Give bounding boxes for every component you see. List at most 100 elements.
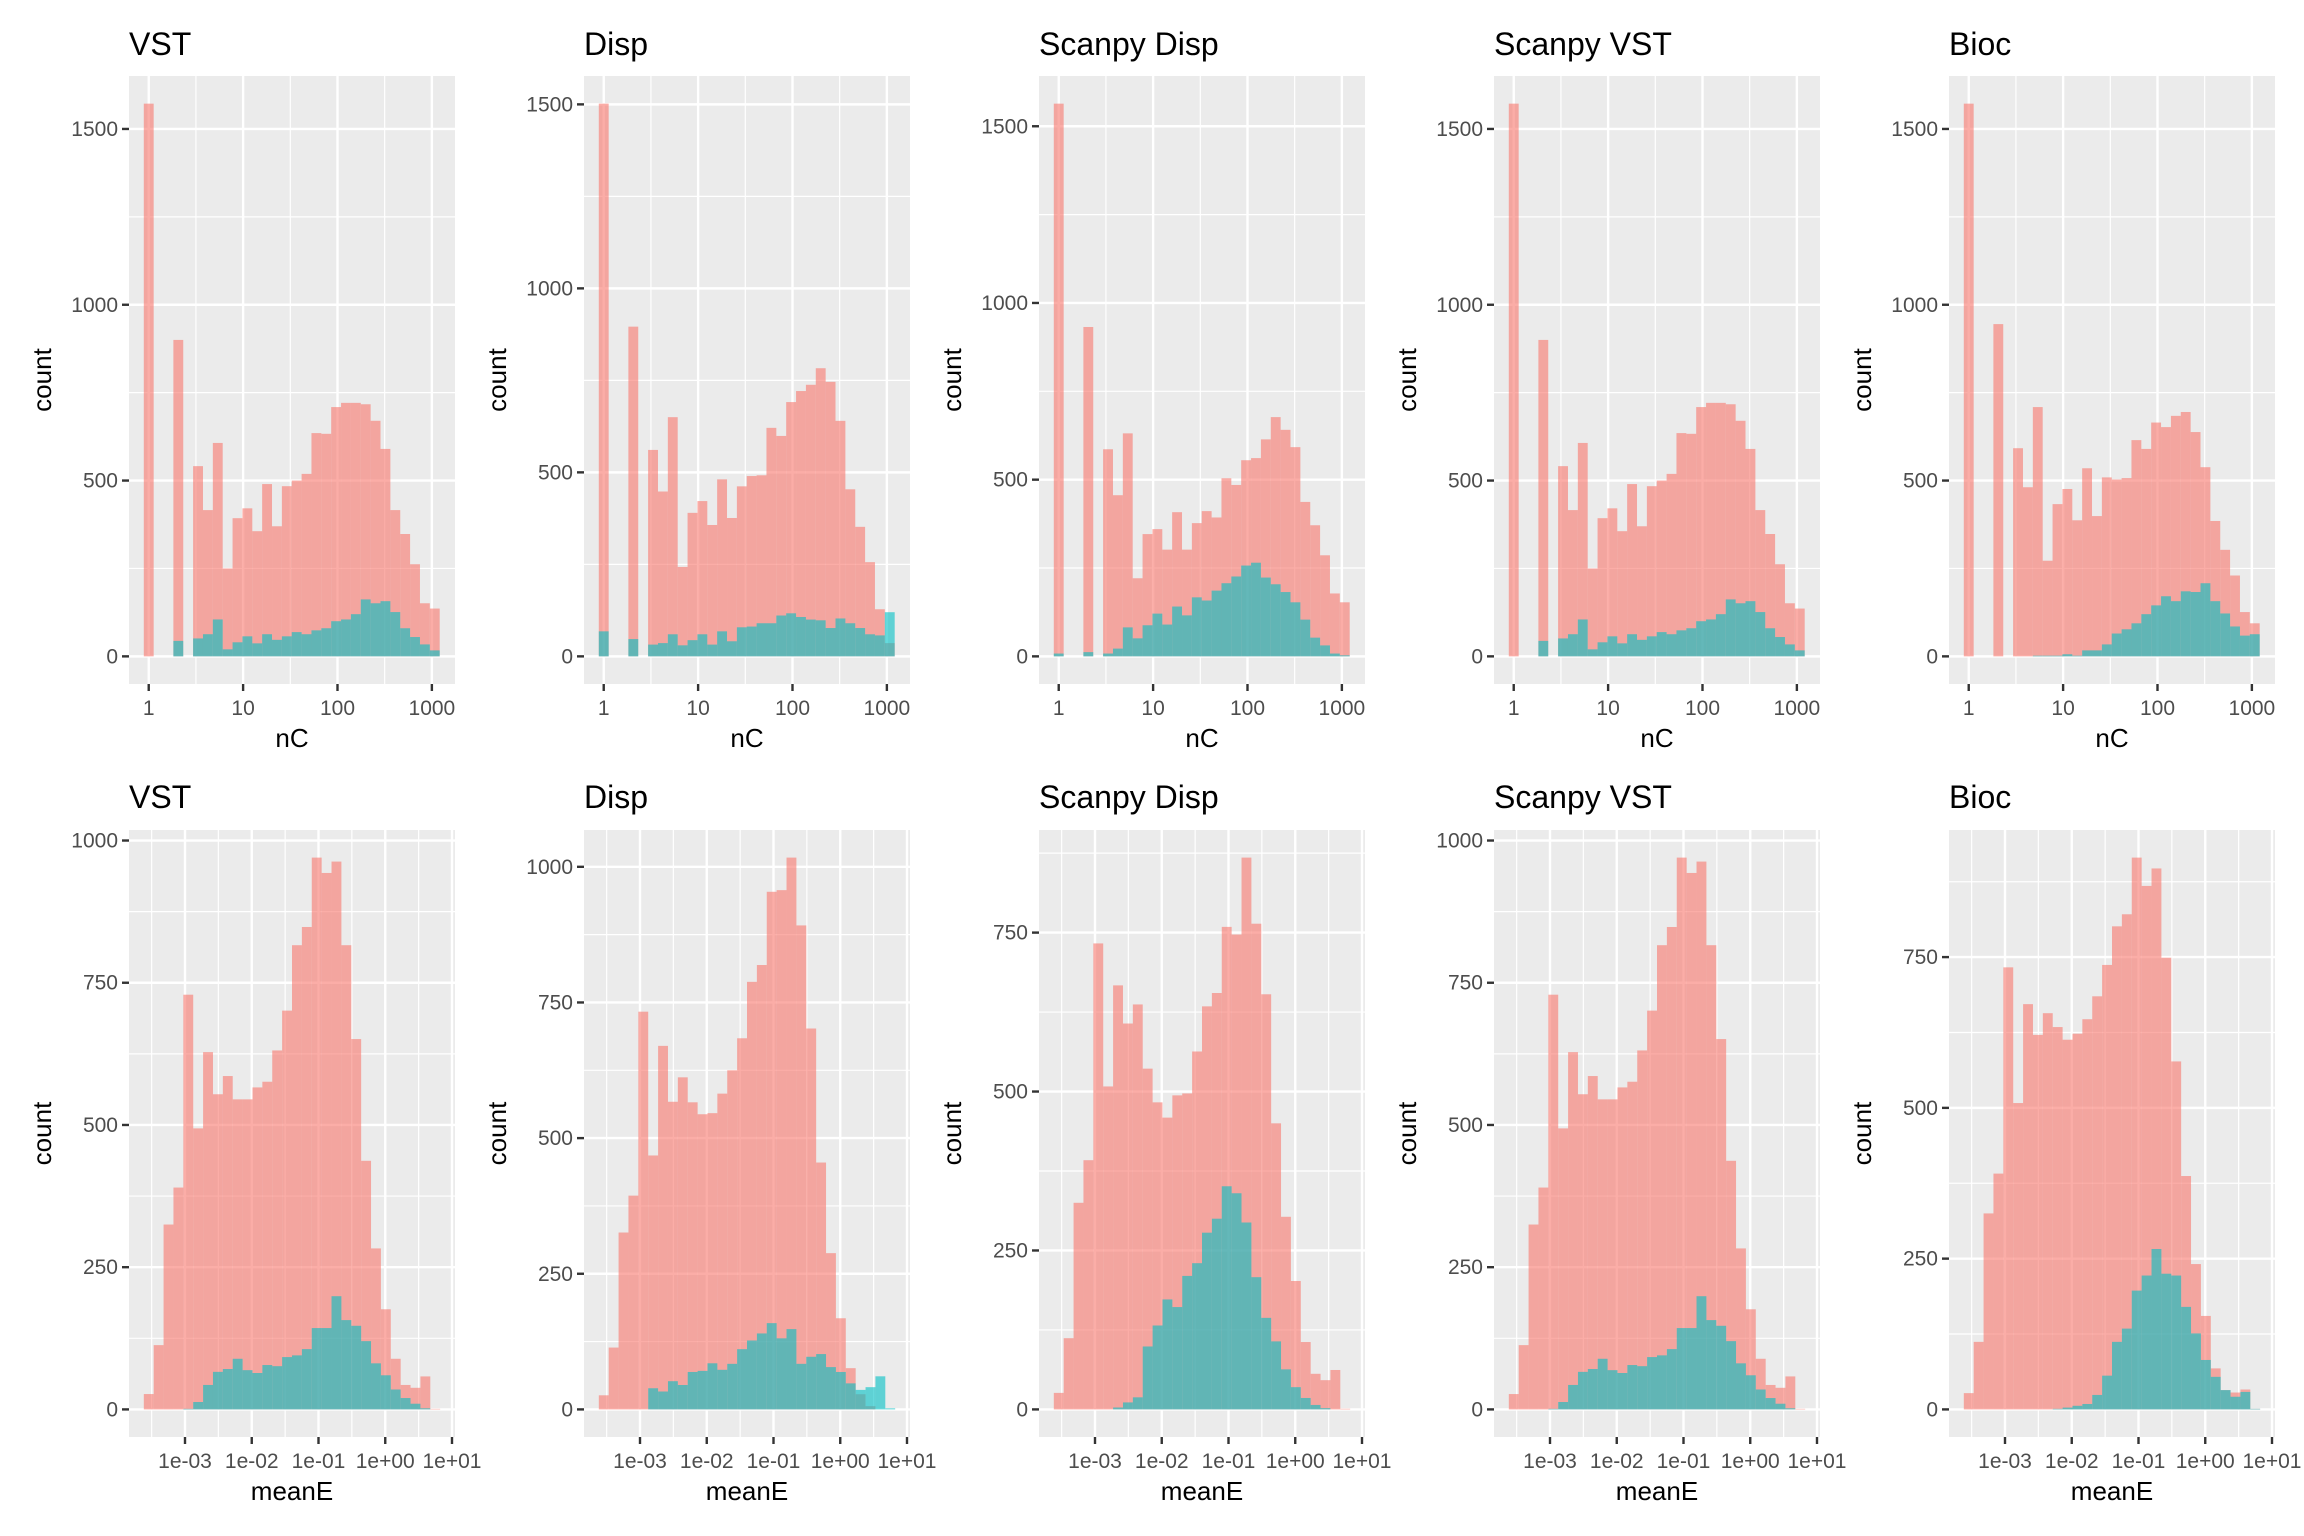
histogram-bar [1617,643,1628,657]
x-tick-label: 1e-01 [2112,1450,2166,1473]
histogram-bar [1142,534,1153,657]
histogram-bar [321,433,332,657]
panel-title: Disp [584,26,648,62]
histogram-bar [697,501,708,657]
y-tick-label: 250 [538,1263,573,1286]
histogram-bar [628,639,639,657]
histogram-bar [419,644,430,657]
histogram-bar [697,1370,708,1410]
histogram-bar [1192,1051,1202,1410]
histogram-bar [1508,103,1519,657]
histogram-bar [232,518,243,657]
histogram-bar [1083,652,1094,657]
histogram-bar [272,526,282,657]
histogram-panel-1: VST 0 500 1000 1500 1 10 100 1000 nC count [27,26,455,753]
histogram-bar [2052,655,2063,657]
histogram-bar [2249,634,2260,657]
histogram-bar [658,1045,668,1410]
histogram-bar [1182,549,1192,657]
histogram-bar [1666,473,1677,657]
histogram-bar [2131,1290,2142,1410]
x-tick-label: 1e-03 [158,1450,212,1473]
histogram-bar [1548,994,1559,1410]
histogram-bar [1112,495,1123,657]
histogram-bar [796,616,806,657]
histogram-bar [1281,1369,1291,1410]
histogram-bar [865,634,875,657]
y-tick-label: 0 [561,645,573,668]
x-tick-label: 1000 [409,697,456,720]
histogram-bar [193,1402,204,1410]
x-tick-label: 100 [320,697,355,720]
histogram-bar [2042,1013,2053,1410]
y-tick-label: 500 [538,1127,573,1150]
y-tick-label: 250 [83,1256,118,1279]
histogram-bar [1765,534,1776,657]
series-group_b [173,599,440,657]
histogram-bar [331,861,342,1410]
series-group_b [1548,1296,1796,1410]
histogram-bar [1221,583,1232,657]
y-tick-label: 0 [1926,1398,1938,1421]
y-tick-label: 500 [1448,470,1483,493]
histogram-bar [301,473,312,657]
histogram-bar [321,628,332,657]
histogram-bar [2092,516,2102,657]
histogram-bar [746,626,757,657]
histogram-bar [232,1358,243,1410]
histogram-bar [202,634,213,657]
histogram-bar [203,1384,213,1410]
histogram-bar [736,486,747,657]
histogram-bar [2092,996,2103,1410]
histogram-bar [1637,1050,1648,1410]
x-tick-label: 1 [1053,697,1065,720]
histogram-bar [262,1365,273,1410]
x-axis-title: meanE [2071,1476,2153,1506]
histogram-bar [1627,634,1638,657]
histogram-bar [282,1357,292,1410]
histogram-bar [2131,440,2142,657]
histogram-bar [2250,1408,2261,1410]
histogram-bar [1686,1328,1697,1410]
histogram-bar [1775,1387,1786,1410]
histogram-bar [865,1387,876,1410]
histogram-bar [707,1363,718,1410]
series-group_a [1508,103,1805,657]
histogram-bar [2239,612,2250,657]
histogram-bar [1152,613,1163,657]
histogram-bar [331,1296,342,1410]
histogram-bar [212,619,223,657]
histogram-bar [2190,432,2201,657]
histogram-bar [193,466,203,657]
histogram-bar [360,404,371,657]
histogram-bar [2220,549,2231,657]
y-tick-label: 250 [1903,1248,1938,1271]
histogram-bar [1715,402,1726,657]
histogram-bar [2220,1390,2231,1410]
histogram-bar [1696,621,1707,657]
histogram-bar [420,1408,431,1410]
x-tick-label: 100 [775,697,810,720]
x-tick-label: 10 [2051,697,2074,720]
histogram-bar [410,1403,421,1410]
histogram-bar [390,1389,401,1410]
histogram-bar [1597,1099,1608,1410]
histogram-bar [648,1155,659,1410]
histogram-bar [1162,624,1173,657]
histogram-bar [1597,1358,1608,1410]
histogram-bar [2121,1328,2132,1410]
histogram-bar [1172,1307,1183,1410]
histogram-bar [380,1309,391,1410]
histogram-bar [2062,1039,2073,1410]
histogram-bar [2092,650,2102,657]
histogram-bar [1676,857,1687,1410]
histogram-bar [2200,467,2211,657]
histogram-bar [1290,1387,1301,1410]
histogram-bar [776,615,787,657]
histogram-bar [1627,1365,1638,1410]
histogram-bar [1103,1086,1114,1410]
histogram-bar [1192,1263,1202,1410]
histogram-bar [598,103,609,657]
histogram-bar [1657,1355,1667,1410]
histogram-bar [1657,945,1667,1410]
